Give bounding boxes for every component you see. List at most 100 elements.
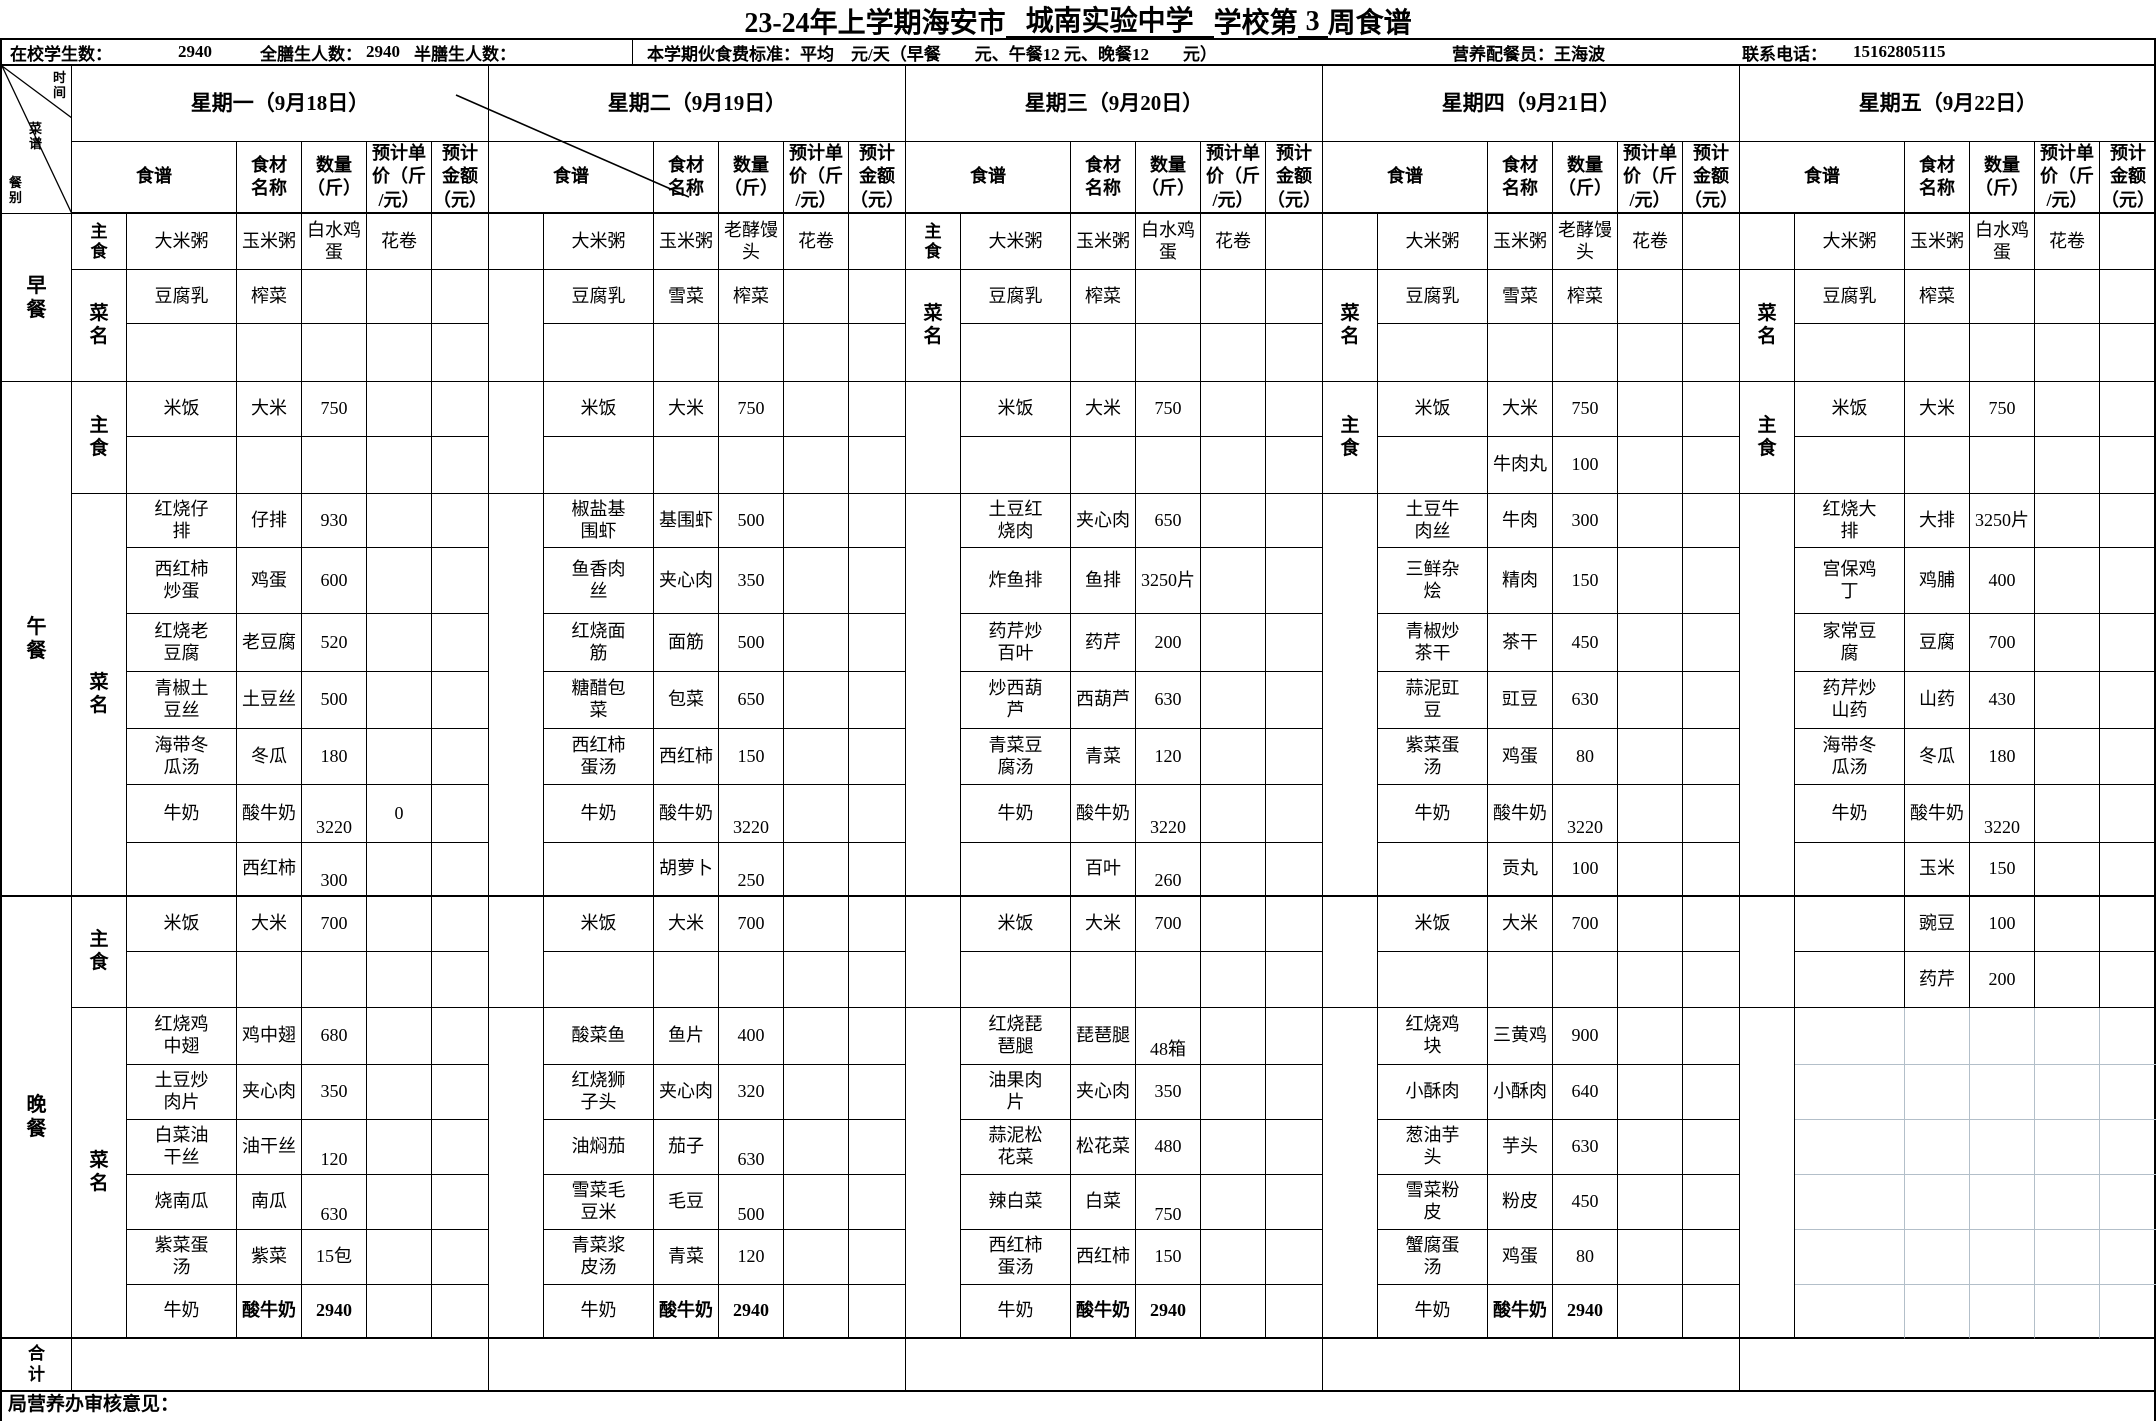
menu-cell: [1201, 1175, 1266, 1230]
menu-cell: 花卷: [2035, 214, 2100, 270]
menu-cell: [367, 672, 432, 729]
menu-cell: [367, 897, 432, 952]
sublabel-staple: [489, 382, 544, 494]
menu-cell: 土豆丝: [237, 672, 302, 729]
menu-cell: 600: [302, 548, 367, 614]
menu-cell: [719, 437, 784, 494]
menu-cell: 葱油芋头: [1378, 1120, 1488, 1175]
menu-cell: [784, 1065, 849, 1120]
sublabel-staple: 主 食: [1323, 382, 1378, 494]
menu-cell: 大米粥: [961, 214, 1071, 270]
menu-cell: 700: [1136, 897, 1201, 952]
sublabel-staple: [1323, 214, 1378, 270]
menu-cell: 豆腐乳: [961, 270, 1071, 324]
menu-cell: [1795, 1008, 1905, 1065]
menu-cell: 红烧狮子头: [544, 1065, 654, 1120]
menu-cell: [1970, 1120, 2035, 1175]
menu-cell: 酸牛奶: [1488, 1285, 1553, 1339]
menu-cell: [1266, 1120, 1323, 1175]
menu-cell: [1266, 214, 1323, 270]
menu-cell: 牛奶: [127, 785, 237, 843]
menu-cell: [302, 437, 367, 494]
menu-cell: 鱼片: [654, 1008, 719, 1065]
menu-cell: [432, 952, 489, 1008]
dietitian-name: 王海波: [1554, 44, 1605, 64]
col-header-amount: 预计 金额 （元）: [849, 142, 906, 214]
menu-cell: 雪菜: [654, 270, 719, 324]
menu-cell: [1795, 897, 1905, 952]
menu-cell: [1683, 494, 1740, 548]
menu-cell: 酸菜鱼: [544, 1008, 654, 1065]
menu-cell: 青椒炒茶干: [1378, 614, 1488, 672]
menu-cell: [1970, 324, 2035, 382]
half-board-label: 半膳生人数：: [414, 44, 516, 64]
menu-cell: 药芹: [1905, 952, 1970, 1008]
menu-cell: 山药: [1905, 672, 1970, 729]
menu-cell: [2035, 952, 2100, 1008]
menu-cell: 150: [719, 729, 784, 785]
menu-cell: 大米: [1488, 382, 1553, 437]
menu-cell: 老酵馒头: [1553, 214, 1618, 270]
dietitian-label: 营养配餐员：: [1452, 44, 1554, 64]
menu-cell: [1266, 382, 1323, 437]
menu-cell: [1266, 785, 1323, 843]
menu-cell: [2035, 897, 2100, 952]
menu-cell: 西红柿: [654, 729, 719, 785]
menu-cell: [2035, 1008, 2100, 1065]
menu-cell: [2100, 382, 2156, 437]
menu-cell: [1266, 437, 1323, 494]
menu-cell: 青椒土豆丝: [127, 672, 237, 729]
menu-cell: [432, 843, 489, 897]
menu-cell: [1905, 437, 1970, 494]
sublabel-dish: [489, 270, 544, 382]
menu-cell: [1266, 729, 1323, 785]
review-comment-label: 局营养办审核意见：: [2, 1392, 2156, 1421]
menu-cell: [367, 382, 432, 437]
menu-cell: 白菜: [1071, 1175, 1136, 1230]
menu-cell: [367, 614, 432, 672]
menu-cell: 家常豆腐: [1795, 614, 1905, 672]
menu-cell: [1201, 672, 1266, 729]
menu-cell: 土豆红烧肉: [961, 494, 1071, 548]
menu-cell: 80: [1553, 729, 1618, 785]
onsite-students-label: 在校学生数：: [10, 44, 112, 64]
menu-cell: [367, 548, 432, 614]
menu-cell: [2035, 1175, 2100, 1230]
menu-cell: 白菜油干丝: [127, 1120, 237, 1175]
menu-cell: 米饭: [1795, 382, 1905, 437]
menu-cell: [1795, 1120, 1905, 1175]
menu-cell: 药芹炒百叶: [961, 614, 1071, 672]
menu-cell: [784, 785, 849, 843]
menu-cell: [2035, 324, 2100, 382]
menu-cell: [1905, 1008, 1970, 1065]
menu-cell: 430: [1970, 672, 2035, 729]
menu-cell: [1970, 270, 2035, 324]
menu-cell: 鸡蛋: [1488, 729, 1553, 785]
sublabel-staple: [489, 897, 544, 1008]
menu-cell: 包菜: [654, 672, 719, 729]
menu-cell: [2035, 614, 2100, 672]
menu-cell: [432, 614, 489, 672]
sublabel-staple: [906, 382, 961, 494]
menu-cell: 红烧鸡中翅: [127, 1008, 237, 1065]
menu-cell: [432, 1285, 489, 1339]
menu-cell: [1201, 952, 1266, 1008]
menu-cell: [1618, 1285, 1683, 1339]
menu-cell: [432, 729, 489, 785]
menu-cell: 500: [719, 494, 784, 548]
menu-cell: 榨菜: [237, 270, 302, 324]
menu-cell: [654, 324, 719, 382]
menu-cell: 南瓜: [237, 1175, 302, 1230]
menu-cell: [849, 1230, 906, 1285]
menu-cell: 930: [302, 494, 367, 548]
menu-cell: [784, 324, 849, 382]
menu-cell: 0: [367, 785, 432, 843]
col-header-quantity: 数量 （斤）: [1970, 142, 2035, 214]
menu-cell: 大米粥: [544, 214, 654, 270]
menu-cell: [302, 270, 367, 324]
menu-cell: 蟹腐蛋汤: [1378, 1230, 1488, 1285]
menu-cell: [654, 952, 719, 1008]
menu-cell: 仔排: [237, 494, 302, 548]
menu-cell: [432, 1120, 489, 1175]
menu-cell: [2035, 729, 2100, 785]
